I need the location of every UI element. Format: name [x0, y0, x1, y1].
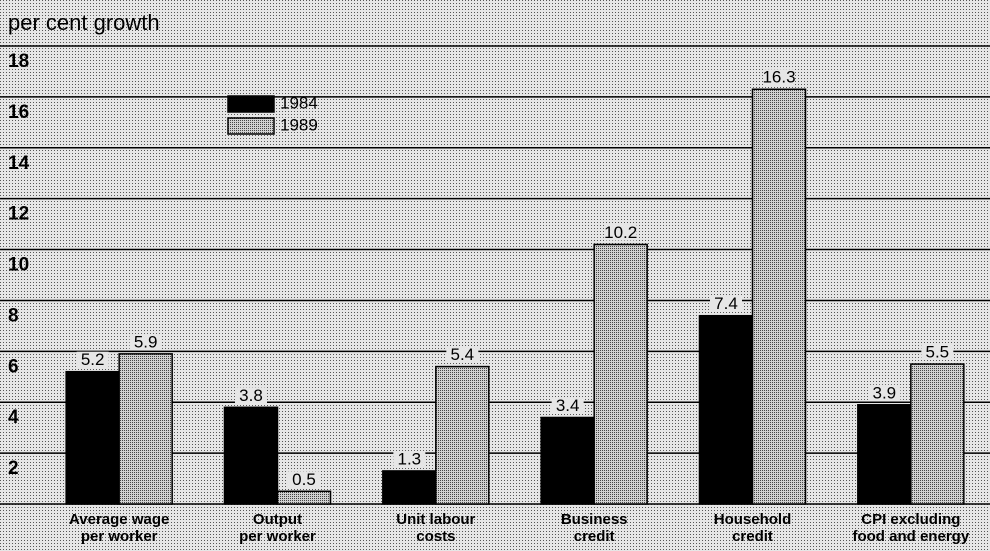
value-label-bg	[446, 346, 479, 363]
value-label: 3.9	[873, 383, 897, 402]
x-tick-label: Output per worker	[239, 511, 316, 545]
bar	[118, 353, 173, 505]
y-tick-label: 16	[8, 102, 29, 123]
legend-swatch	[227, 95, 275, 113]
value-label-bg	[921, 344, 954, 361]
value-label: 5.9	[134, 332, 158, 351]
value-label: 5.2	[81, 350, 105, 369]
value-label-bg	[763, 69, 795, 86]
bar	[65, 370, 120, 505]
value-label-bg	[76, 351, 109, 368]
value-label: 10.2	[604, 223, 637, 242]
legend-label: 1989	[280, 115, 318, 134]
legend-label: 1984	[280, 93, 318, 112]
y-tick-label: 8	[8, 305, 19, 326]
value-label-bg	[710, 295, 742, 312]
bar	[698, 314, 754, 505]
y-tick-label: 18	[8, 51, 29, 72]
value-label: 5.4	[451, 345, 475, 364]
value-label: 3.8	[239, 386, 263, 405]
y-axis-label: per cent growth	[8, 10, 160, 35]
x-tick-label: Household credit	[714, 511, 792, 545]
value-label: 16.3	[762, 68, 795, 87]
y-tick-label: 10	[8, 255, 29, 276]
x-tick-label: CPI excluding food and energy	[852, 511, 969, 545]
value-label: 7.4	[714, 294, 738, 313]
bar	[435, 365, 490, 505]
y-tick-label: 14	[8, 153, 30, 174]
legend-swatch	[227, 117, 275, 135]
y-tick-label: 6	[8, 356, 19, 377]
value-label: 1.3	[398, 449, 422, 468]
bar	[540, 416, 595, 505]
value-label-bg	[604, 224, 637, 241]
bar	[276, 490, 332, 505]
bar	[223, 406, 279, 505]
y-tick-label: 12	[8, 204, 29, 225]
x-tick-label: Business credit	[561, 511, 628, 545]
bar	[751, 88, 807, 505]
bar	[593, 243, 648, 505]
bar	[382, 470, 437, 505]
value-label: 3.4	[556, 396, 580, 415]
bar	[910, 363, 965, 505]
value-label-bg	[551, 397, 584, 414]
value-label-bg	[288, 471, 320, 488]
x-tick-label: Average wage per worker	[69, 511, 169, 545]
value-label-bg	[393, 450, 426, 467]
bar	[857, 404, 912, 505]
y-tick-label: 2	[8, 458, 19, 479]
value-label-bg	[235, 387, 267, 404]
value-label: 0.5	[292, 470, 316, 489]
value-label: 5.5	[926, 343, 950, 362]
y-tick-label: 4	[8, 407, 19, 428]
value-label-bg	[129, 333, 162, 350]
value-label-bg	[868, 384, 901, 401]
x-tick-label: Unit labour costs	[396, 511, 475, 545]
